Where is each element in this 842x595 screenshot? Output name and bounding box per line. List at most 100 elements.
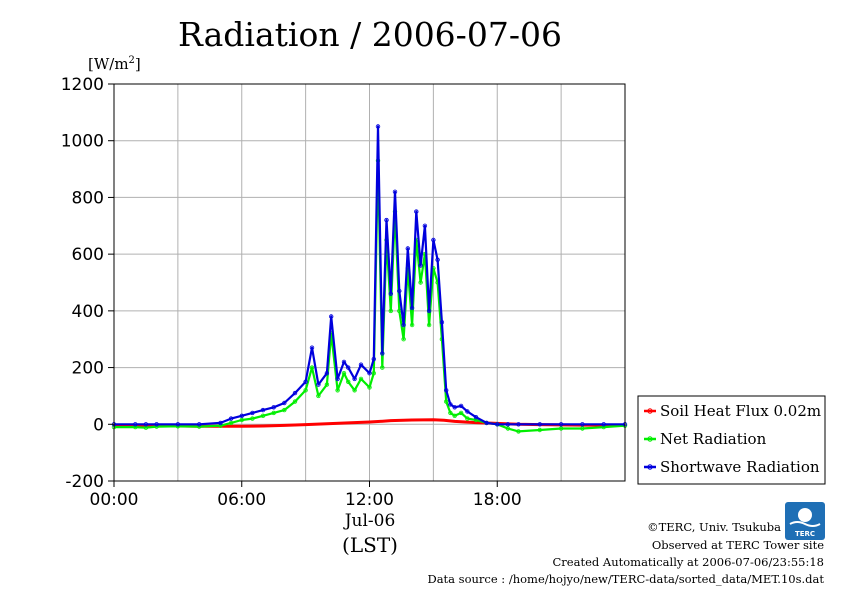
y-tick-label: 800 (72, 188, 104, 208)
data-point (329, 314, 334, 319)
data-point (341, 371, 347, 376)
data-point (324, 382, 330, 387)
y-axis: -200 0 200 400 600 800 1000 1200 (61, 75, 114, 492)
data-point (309, 345, 315, 350)
data-point (239, 417, 244, 423)
footer-source: Data source : /home/hojyo/new/TERC-data/… (427, 572, 824, 586)
data-point (303, 379, 308, 384)
legend-label-net-radiation: Net Radiation (660, 430, 767, 448)
x-axis-label: (LST) (342, 533, 398, 557)
data-point (271, 410, 276, 416)
footer-created: Created Automatically at 2006-07-06/23:5… (553, 555, 825, 569)
data-point (537, 427, 542, 433)
data-point (292, 399, 298, 404)
data-point (409, 322, 415, 328)
data-point (426, 308, 432, 314)
x-tick-label: 12:00 (345, 490, 394, 510)
legend-marker-net-radiation (647, 436, 653, 442)
y-unit-label: [W/m2] (88, 55, 141, 73)
data-point (371, 371, 376, 376)
y-unit-label-main: [W/m (88, 55, 129, 73)
series-shortwave-radiation (111, 124, 628, 427)
data-point (458, 410, 464, 416)
y-tick-label: 400 (72, 302, 104, 322)
data-point (452, 413, 457, 418)
data-point (426, 322, 432, 328)
y-tick-label: 1000 (61, 132, 104, 152)
data-point (282, 407, 287, 413)
x-tick-label: 18:00 (473, 490, 522, 510)
data-point (405, 246, 410, 251)
x-axis: 00:00 06:00 12:00 18:00 (90, 481, 522, 510)
data-point (367, 385, 372, 390)
data-point (495, 422, 500, 427)
legend: Soil Heat Flux 0.02m Net Radiation Shortwa… (637, 395, 826, 485)
data-point (239, 413, 244, 418)
data-point (418, 263, 423, 268)
data-point (558, 426, 564, 431)
data-point (537, 422, 542, 427)
data-point (435, 257, 440, 262)
logo-wave-icon (789, 521, 821, 527)
y-tick-label: 200 (72, 359, 104, 379)
data-point (414, 209, 419, 214)
data-point (316, 393, 321, 399)
data-point (516, 429, 521, 434)
data-point (324, 371, 330, 376)
footer-observed: Observed at TERC Tower site (652, 538, 824, 552)
data-point (409, 305, 415, 311)
data-point (346, 379, 351, 384)
data-point (271, 405, 276, 410)
data-point (444, 388, 449, 393)
data-point (431, 237, 436, 243)
data-point (418, 280, 423, 285)
data-point (484, 420, 489, 426)
data-point (452, 405, 457, 410)
data-point (465, 416, 470, 421)
data-point (558, 422, 564, 427)
data-point (228, 416, 234, 421)
data-point (380, 365, 385, 370)
data-point (580, 426, 585, 431)
data-point (228, 420, 234, 426)
legend-marker-soil-heat-flux-0-02m (647, 408, 653, 414)
data-point (218, 420, 223, 426)
data-point (367, 371, 372, 376)
data-point (458, 403, 464, 409)
y-tick-label: 600 (72, 245, 104, 265)
y-unit-label-close: ] (135, 55, 141, 73)
data-point (601, 422, 606, 427)
y-unit-label-sup: 2 (129, 55, 135, 66)
data-point (580, 422, 585, 427)
legend-items: Soil Heat Flux 0.02m Net Radiation Shortwa… (644, 402, 821, 476)
x-sub-label: Jul-06 (343, 511, 396, 531)
data-point (505, 426, 511, 431)
data-point (292, 390, 298, 396)
logo-text: TERC (795, 530, 815, 538)
terc-logo: TERC (785, 502, 825, 540)
data-point (388, 308, 393, 314)
data-point (143, 422, 149, 427)
legend-marker-shortwave-radiation (647, 464, 653, 470)
data-point (371, 356, 376, 362)
data-point (380, 351, 385, 356)
y-tick-label: 0 (93, 415, 104, 435)
logo-drop-icon (798, 508, 812, 522)
data-point (316, 382, 321, 387)
data-point (473, 415, 479, 420)
series-layer (111, 124, 628, 434)
y-tick-label: -200 (65, 472, 104, 492)
data-point (196, 422, 202, 427)
legend-label-soil-heat-flux-0-02m: Soil Heat Flux 0.02m (660, 402, 821, 420)
data-point (397, 288, 402, 294)
data-point (335, 388, 340, 393)
data-point (260, 413, 266, 418)
data-point (346, 365, 351, 370)
data-point (422, 223, 428, 228)
data-point (401, 337, 406, 342)
data-point (392, 189, 398, 194)
data-point (439, 320, 445, 325)
series-line-shortwave-radiation (114, 125, 625, 426)
data-point (465, 409, 470, 414)
